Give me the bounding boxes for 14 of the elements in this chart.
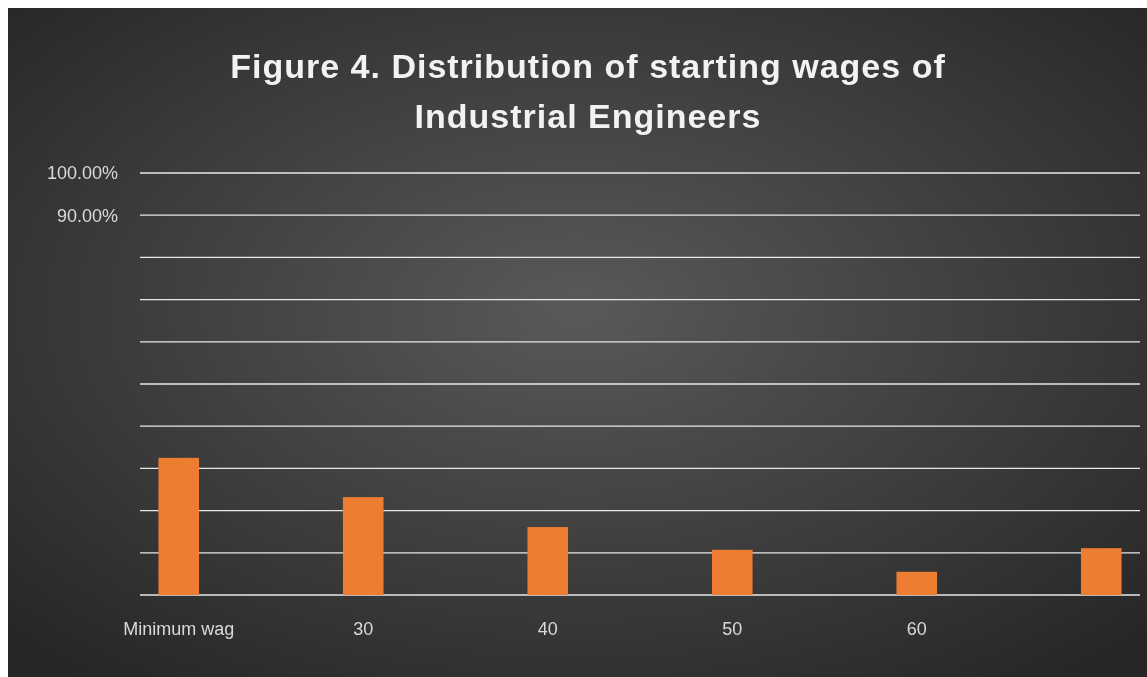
- bar: [711, 549, 753, 595]
- bar: [1080, 548, 1122, 595]
- bar: [158, 457, 200, 595]
- bar: [896, 571, 938, 595]
- bar: [527, 527, 569, 595]
- y-tick-label: 100.00%: [46, 163, 118, 184]
- bar: [342, 497, 384, 595]
- y-tick-label: 90.00%: [56, 205, 118, 226]
- chart-title: Figure 4. Distribution of starting wages of Industrial Engineers: [230, 47, 946, 135]
- x-tick-label: 50: [722, 619, 743, 639]
- x-tick-label: Minimum wag: [123, 619, 235, 639]
- x-tick-label: 40: [537, 619, 558, 639]
- x-tick-label: 60: [906, 619, 927, 639]
- x-tick-label: 30: [353, 619, 374, 639]
